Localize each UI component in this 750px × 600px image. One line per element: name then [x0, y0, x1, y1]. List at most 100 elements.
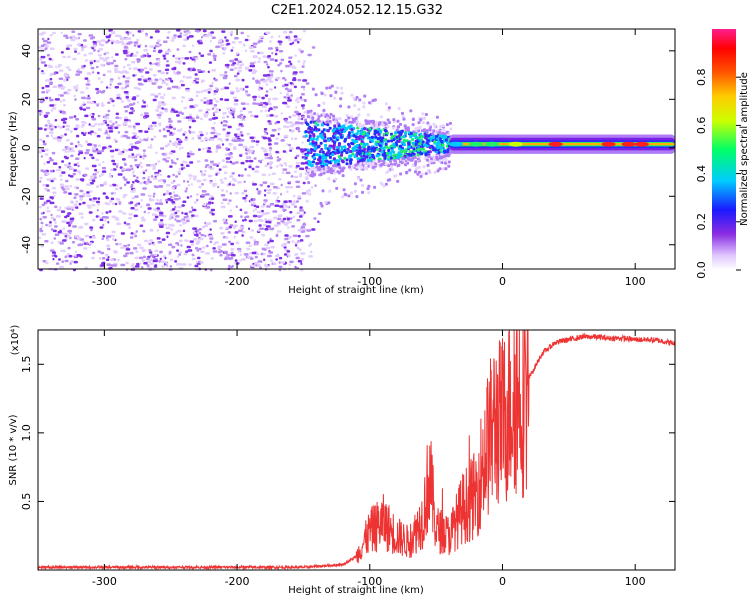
spectral-mark — [406, 128, 410, 132]
spectral-mark — [45, 172, 50, 176]
spectral-mark — [45, 89, 51, 92]
spectral-mark — [225, 134, 230, 137]
x-tick-label: 100 — [625, 275, 646, 288]
spectral-mark — [220, 232, 225, 235]
spectral-mark — [244, 211, 248, 214]
spectral-mark — [67, 229, 73, 233]
spectral-mark — [50, 216, 55, 220]
spectral-mark — [82, 240, 85, 243]
spectral-mark — [61, 186, 64, 190]
spectral-mark — [382, 159, 386, 163]
spectral-mark — [230, 30, 234, 34]
spectral-mark — [59, 134, 64, 138]
spectral-mark — [267, 120, 271, 123]
spectral-mark — [237, 181, 242, 184]
spectral-mark — [276, 230, 282, 233]
spectral-mark — [335, 146, 339, 149]
spectral-mark — [436, 137, 440, 141]
spectral-mark — [141, 99, 145, 102]
spectral-mark — [254, 208, 258, 211]
spectral-mark — [87, 131, 91, 135]
spectral-mark — [299, 148, 304, 151]
spectral-mark — [361, 135, 365, 139]
spectral-mark — [241, 234, 244, 237]
spectral-mark — [296, 126, 300, 130]
spectral-mark — [347, 135, 351, 139]
spectral-mark — [94, 122, 98, 126]
spectral-mark — [299, 50, 304, 53]
spectral-mark — [104, 116, 109, 120]
spectral-mark — [63, 34, 68, 38]
spectral-mark — [412, 130, 416, 134]
spectral-mark — [86, 97, 91, 100]
spectral-mark — [149, 62, 152, 65]
spectral-mark — [414, 143, 418, 146]
spectral-mark — [213, 128, 216, 132]
spectral-mark — [113, 138, 117, 141]
spectral-mark — [338, 166, 342, 170]
spectral-mark — [280, 58, 285, 62]
spectral-mark — [378, 144, 382, 148]
spectral-mark — [252, 209, 255, 212]
spectral-mark — [425, 158, 429, 162]
spectral-mark — [287, 226, 290, 229]
spectral-mark — [139, 246, 144, 249]
spectral-mark — [86, 191, 90, 194]
spectral-mark — [177, 111, 183, 114]
spectral-mark — [299, 209, 304, 212]
spectral-mark — [168, 192, 172, 195]
spectral-mark — [225, 160, 229, 164]
spectral-mark — [75, 178, 80, 181]
spectral-mark — [190, 131, 196, 134]
spectral-mark — [131, 196, 135, 200]
spectral-mark — [86, 204, 91, 207]
spectral-mark — [276, 77, 280, 80]
spectral-mark — [294, 242, 299, 245]
x-tick-label: 0 — [499, 275, 506, 288]
spectral-mark — [264, 228, 269, 231]
spectral-mark — [226, 66, 230, 69]
spectral-mark — [185, 136, 188, 139]
spectral-mark — [77, 141, 80, 144]
spectral-mark — [269, 237, 272, 241]
spectral-mark — [274, 142, 279, 145]
spectral-mark — [267, 97, 271, 101]
spectral-mark — [41, 225, 44, 228]
spectral-mark — [220, 87, 225, 91]
spectral-mark — [132, 181, 135, 184]
spectral-mark — [381, 136, 385, 140]
spectral-mark — [159, 257, 162, 261]
spectral-mark — [171, 96, 176, 100]
spectral-mark — [65, 128, 70, 131]
spectral-mark — [292, 215, 296, 219]
spectral-mark — [120, 246, 125, 249]
spectral-mark — [199, 170, 203, 173]
spectral-mark — [59, 126, 63, 129]
spectral-mark — [165, 83, 169, 86]
spectral-mark — [244, 218, 247, 222]
spectral-mark — [50, 109, 54, 112]
spectral-mark — [409, 109, 413, 113]
spectral-mark — [93, 59, 96, 63]
spectral-mark — [414, 136, 418, 140]
spectral-mark — [337, 131, 341, 135]
spectral-mark — [68, 192, 72, 195]
spectral-mark — [195, 247, 199, 250]
spectral-mark — [323, 139, 327, 143]
spectral-mark — [357, 124, 361, 128]
spectral-mark — [367, 184, 371, 188]
spectral-mark — [268, 143, 272, 146]
spectral-mark — [206, 112, 209, 116]
spectral-mark — [70, 154, 74, 158]
spectral-mark — [262, 181, 268, 184]
spectral-mark — [191, 257, 196, 261]
spectral-mark — [103, 181, 107, 184]
spectral-mark — [288, 181, 292, 184]
spectral-mark — [215, 173, 218, 176]
spectral-mark — [276, 165, 279, 168]
spectral-mark — [45, 111, 50, 115]
spectral-mark — [162, 128, 166, 131]
spectral-mark — [129, 251, 134, 255]
spectral-mark — [375, 140, 379, 144]
spectral-mark — [103, 52, 107, 56]
